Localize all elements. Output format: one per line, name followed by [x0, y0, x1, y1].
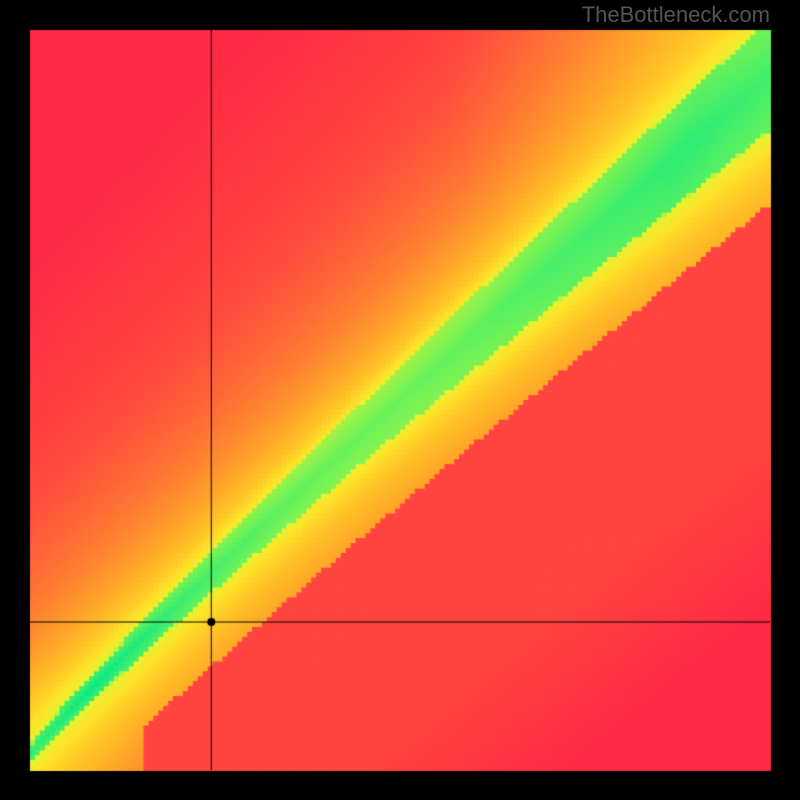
chart-container: TheBottleneck.com: [0, 0, 800, 800]
watermark-label: TheBottleneck.com: [582, 2, 770, 28]
heatmap-canvas: [0, 0, 800, 800]
